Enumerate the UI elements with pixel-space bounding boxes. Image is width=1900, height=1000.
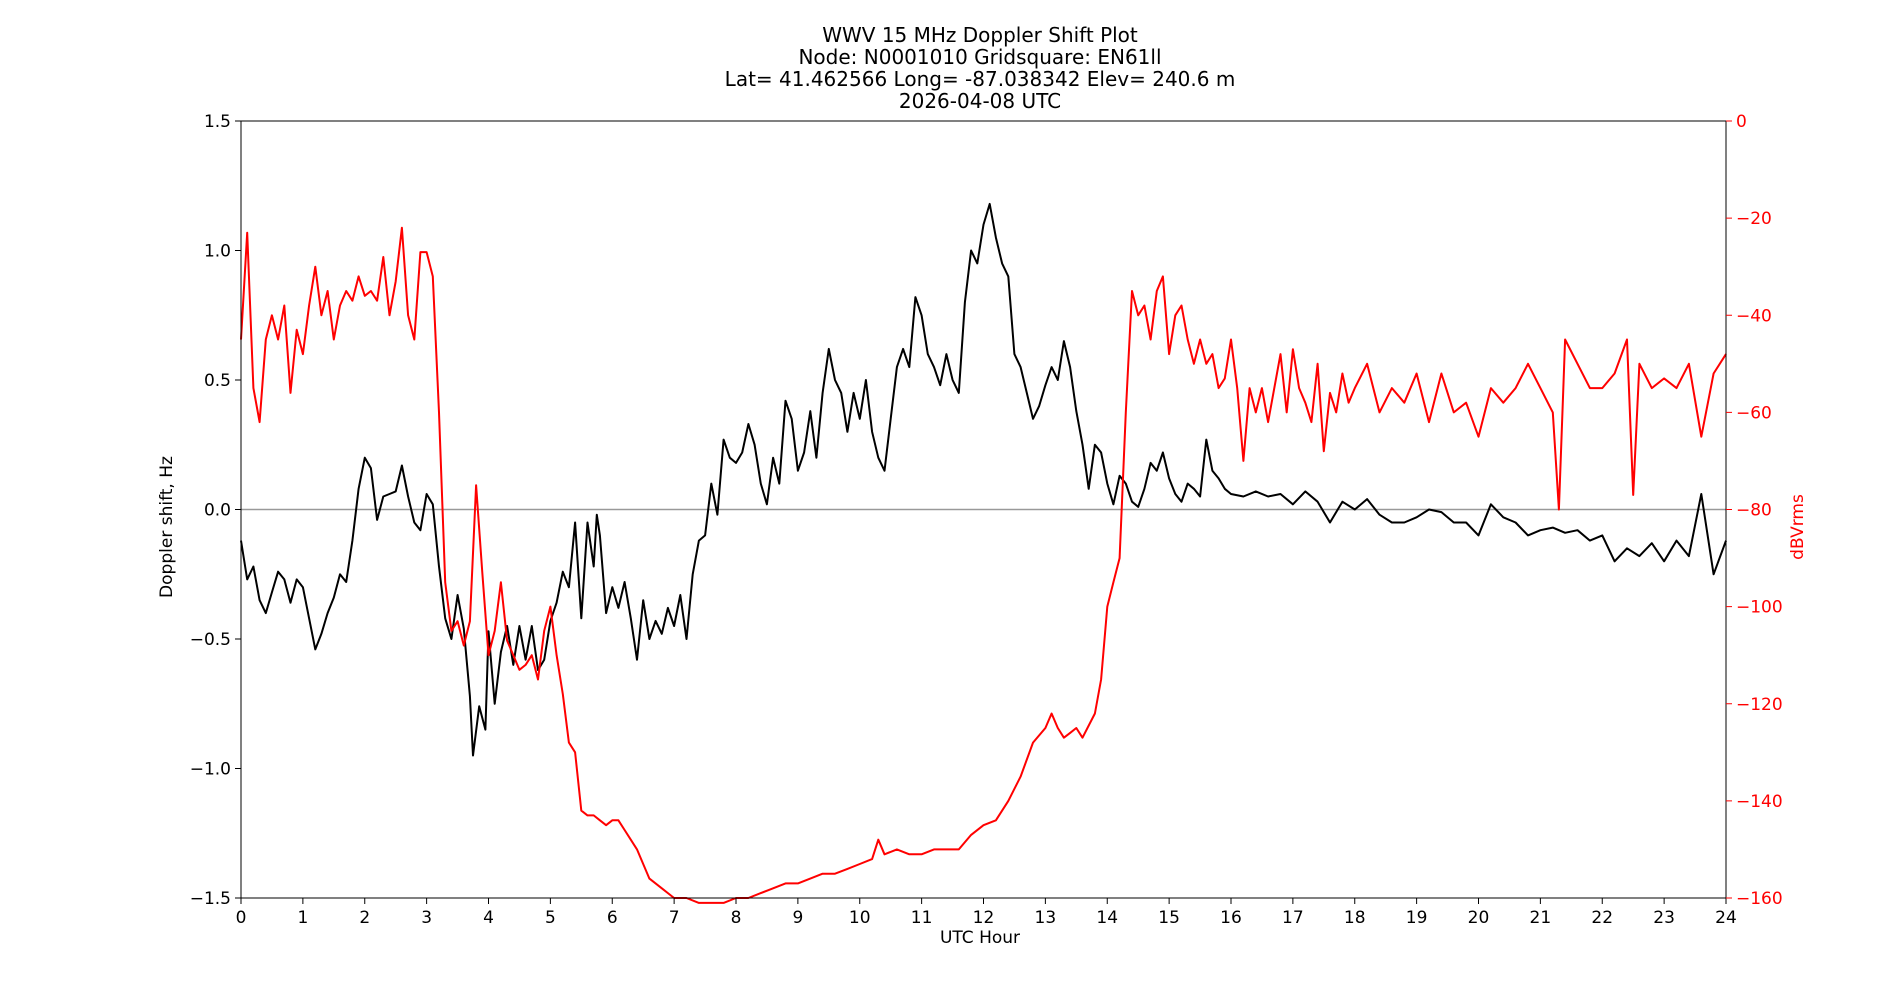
x-tick-label: 11: [911, 908, 933, 928]
x-tick-label: 1: [297, 908, 308, 928]
y-right-tick-label: −80: [1736, 501, 1772, 521]
x-axis: 0 1 2 3 4 5 6 7 8 9 10 11 12 13 14 15 16 17 18 19 20 21 22 23 24: [236, 898, 1737, 928]
x-tick-label: 24: [1715, 908, 1737, 928]
title-line-1: WWV 15 MHz Doppler Shift Plot: [822, 23, 1138, 47]
x-tick-label: 14: [1096, 908, 1118, 928]
y-right-tick-label: −20: [1736, 209, 1772, 229]
x-tick-label: 10: [849, 908, 871, 928]
x-tick-label: 4: [483, 908, 494, 928]
y-axis-left: 1.5 1.0 0.5 0.0 −0.5 −1.0 −1.5: [190, 112, 241, 909]
x-tick-label: 0: [236, 908, 247, 928]
y-right-tick-label: −60: [1736, 403, 1772, 423]
y-right-tick-label: 0: [1736, 112, 1747, 132]
y-left-tick-label: −0.5: [190, 630, 231, 650]
x-tick-label: 23: [1653, 908, 1675, 928]
x-tick-label: 20: [1468, 908, 1490, 928]
y-right-tick-label: −140: [1736, 792, 1783, 812]
y-right-tick-label: −100: [1736, 598, 1783, 618]
y-left-tick-label: 1.5: [204, 112, 231, 132]
x-tick-label: 3: [421, 908, 432, 928]
title-line-4: 2026-04-08 UTC: [899, 89, 1061, 113]
y-left-tick-label: 0.0: [204, 501, 231, 521]
x-tick-label: 22: [1591, 908, 1613, 928]
x-tick-label: 13: [1035, 908, 1057, 928]
y-left-tick-label: 1.0: [204, 242, 231, 262]
x-tick-label: 7: [669, 908, 680, 928]
chart-title: WWV 15 MHz Doppler Shift Plot Node: N000…: [725, 23, 1236, 113]
title-line-3: Lat= 41.462566 Long= -87.038342 Elev= 24…: [725, 67, 1236, 91]
x-tick-label: 2: [359, 908, 370, 928]
y-axis-right-label: dBVrms: [1788, 494, 1808, 560]
y-right-tick-label: −40: [1736, 306, 1772, 326]
x-tick-label: 17: [1282, 908, 1304, 928]
x-tick-label: 5: [545, 908, 556, 928]
x-tick-label: 9: [792, 908, 803, 928]
y-axis-left-label: Doppler shift, Hz: [157, 456, 177, 598]
x-tick-label: 18: [1344, 908, 1366, 928]
x-tick-label: 19: [1406, 908, 1428, 928]
x-tick-label: 6: [607, 908, 618, 928]
y-left-tick-label: −1.5: [190, 889, 231, 909]
y-right-tick-label: −120: [1736, 695, 1783, 715]
x-tick-label: 21: [1530, 908, 1552, 928]
doppler-shift-line: [240, 202, 1727, 757]
x-tick-label: 16: [1220, 908, 1242, 928]
y-left-tick-label: −1.0: [190, 760, 231, 780]
x-axis-label: UTC Hour: [940, 928, 1020, 948]
signal-power-line: [240, 226, 1727, 904]
y-right-tick-label: −160: [1736, 889, 1783, 909]
x-tick-label: 8: [731, 908, 742, 928]
y-axis-right: 0 −20 −40 −60 −80 −100 −120 −140 −160: [1726, 112, 1783, 909]
title-line-2: Node: N0001010 Gridsquare: EN61ll: [798, 45, 1161, 69]
y-left-tick-label: 0.5: [204, 371, 231, 391]
x-tick-label: 15: [1158, 908, 1180, 928]
x-tick-label: 12: [973, 908, 995, 928]
